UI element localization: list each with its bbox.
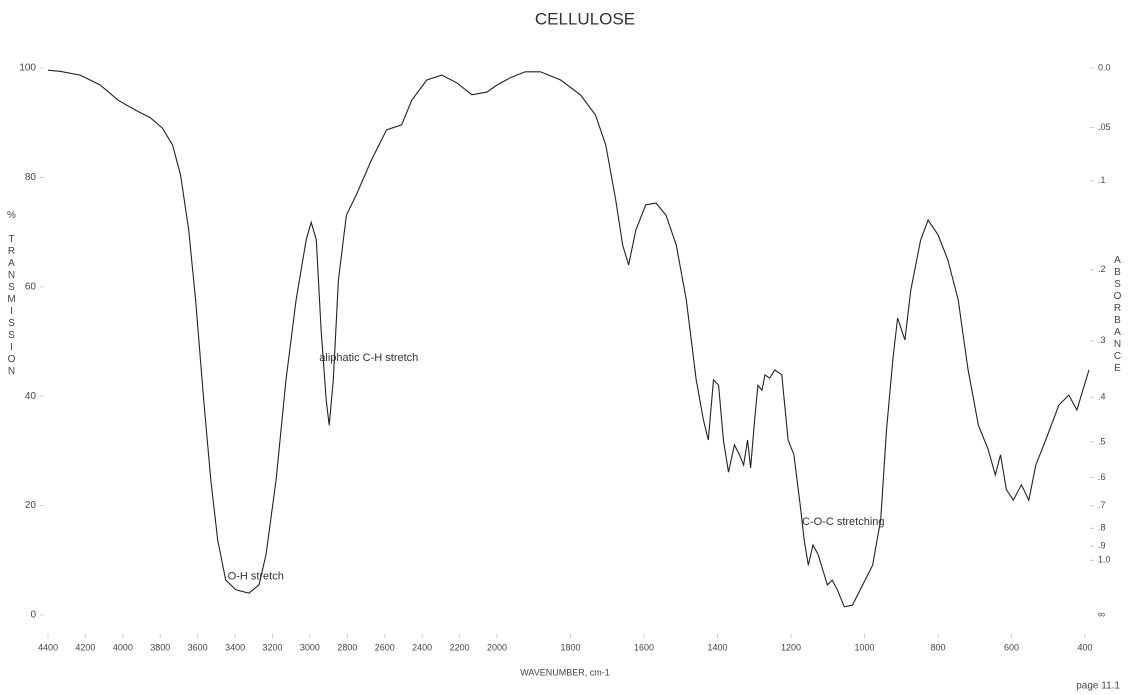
y2-tick-label: 0.0 xyxy=(1098,62,1111,72)
x-tick-label: 400 xyxy=(1077,642,1092,652)
x-tick-label: 1400 xyxy=(707,642,727,652)
x-tick-label: 2800 xyxy=(337,642,357,652)
spectrum-line xyxy=(47,69,1090,608)
x-tick-label: 2400 xyxy=(412,642,432,652)
y2-tick-label: .05 xyxy=(1098,122,1111,132)
y-tick-label: 40 xyxy=(25,391,37,402)
x-tick-label: 3400 xyxy=(225,642,245,652)
annotation: aliphatic C-H stretch xyxy=(319,352,418,364)
x-tick-label: 1200 xyxy=(781,642,801,652)
y2-infinity-label: ∞ xyxy=(1098,610,1105,621)
y2-axis-label: ABSORBANCE xyxy=(1112,255,1123,375)
x-tick-label: 4200 xyxy=(75,642,95,652)
y2-tick-label: .6 xyxy=(1098,472,1106,482)
y-tick-label: 60 xyxy=(25,281,37,292)
y2-tick-label: .8 xyxy=(1098,523,1106,533)
annotation: C-O-C stretching xyxy=(802,516,885,528)
x-tick-label: 2200 xyxy=(450,642,470,652)
y2-tick-label: .2 xyxy=(1098,264,1106,274)
y-tick-label: 20 xyxy=(25,500,37,511)
annotation: O-H stretch xyxy=(228,571,284,583)
chart-title: CELLULOSE xyxy=(535,9,635,28)
x-tick-label: 1600 xyxy=(634,642,654,652)
y-tick-label: 100 xyxy=(19,63,36,74)
y-tick-label: 80 xyxy=(25,172,37,183)
y-axis-label: % TRANSMISSION xyxy=(6,210,17,378)
x-axis-label: WAVENUMBER, cm-1 xyxy=(520,667,610,677)
y2-tick-label: 1.0 xyxy=(1098,555,1111,565)
y2-tick-label: .4 xyxy=(1098,392,1106,402)
x-tick-label: 4000 xyxy=(113,642,133,652)
x-tick-label: 1800 xyxy=(560,642,580,652)
x-tick-label: 3800 xyxy=(150,642,170,652)
x-tick-label: 1000 xyxy=(854,642,874,652)
x-tick-label: 4400 xyxy=(38,642,58,652)
x-tick-label: 2000 xyxy=(487,642,507,652)
x-tick-label: 3000 xyxy=(300,642,320,652)
x-tick-label: 3600 xyxy=(188,642,208,652)
x-tick-label: 600 xyxy=(1004,642,1019,652)
y2-tick-label: .7 xyxy=(1098,500,1106,510)
y2-tick-label: .1 xyxy=(1098,175,1106,185)
y2-tick-label: .9 xyxy=(1098,541,1106,551)
x-tick-label: 2600 xyxy=(375,642,395,652)
y2-tick-label: .5 xyxy=(1098,436,1106,446)
footer: page 11.1 xyxy=(1076,681,1120,692)
y-tick-label: 0 xyxy=(30,610,36,621)
x-tick-label: 800 xyxy=(930,642,945,652)
x-tick-label: 3200 xyxy=(262,642,282,652)
y2-tick-label: .3 xyxy=(1098,335,1106,345)
